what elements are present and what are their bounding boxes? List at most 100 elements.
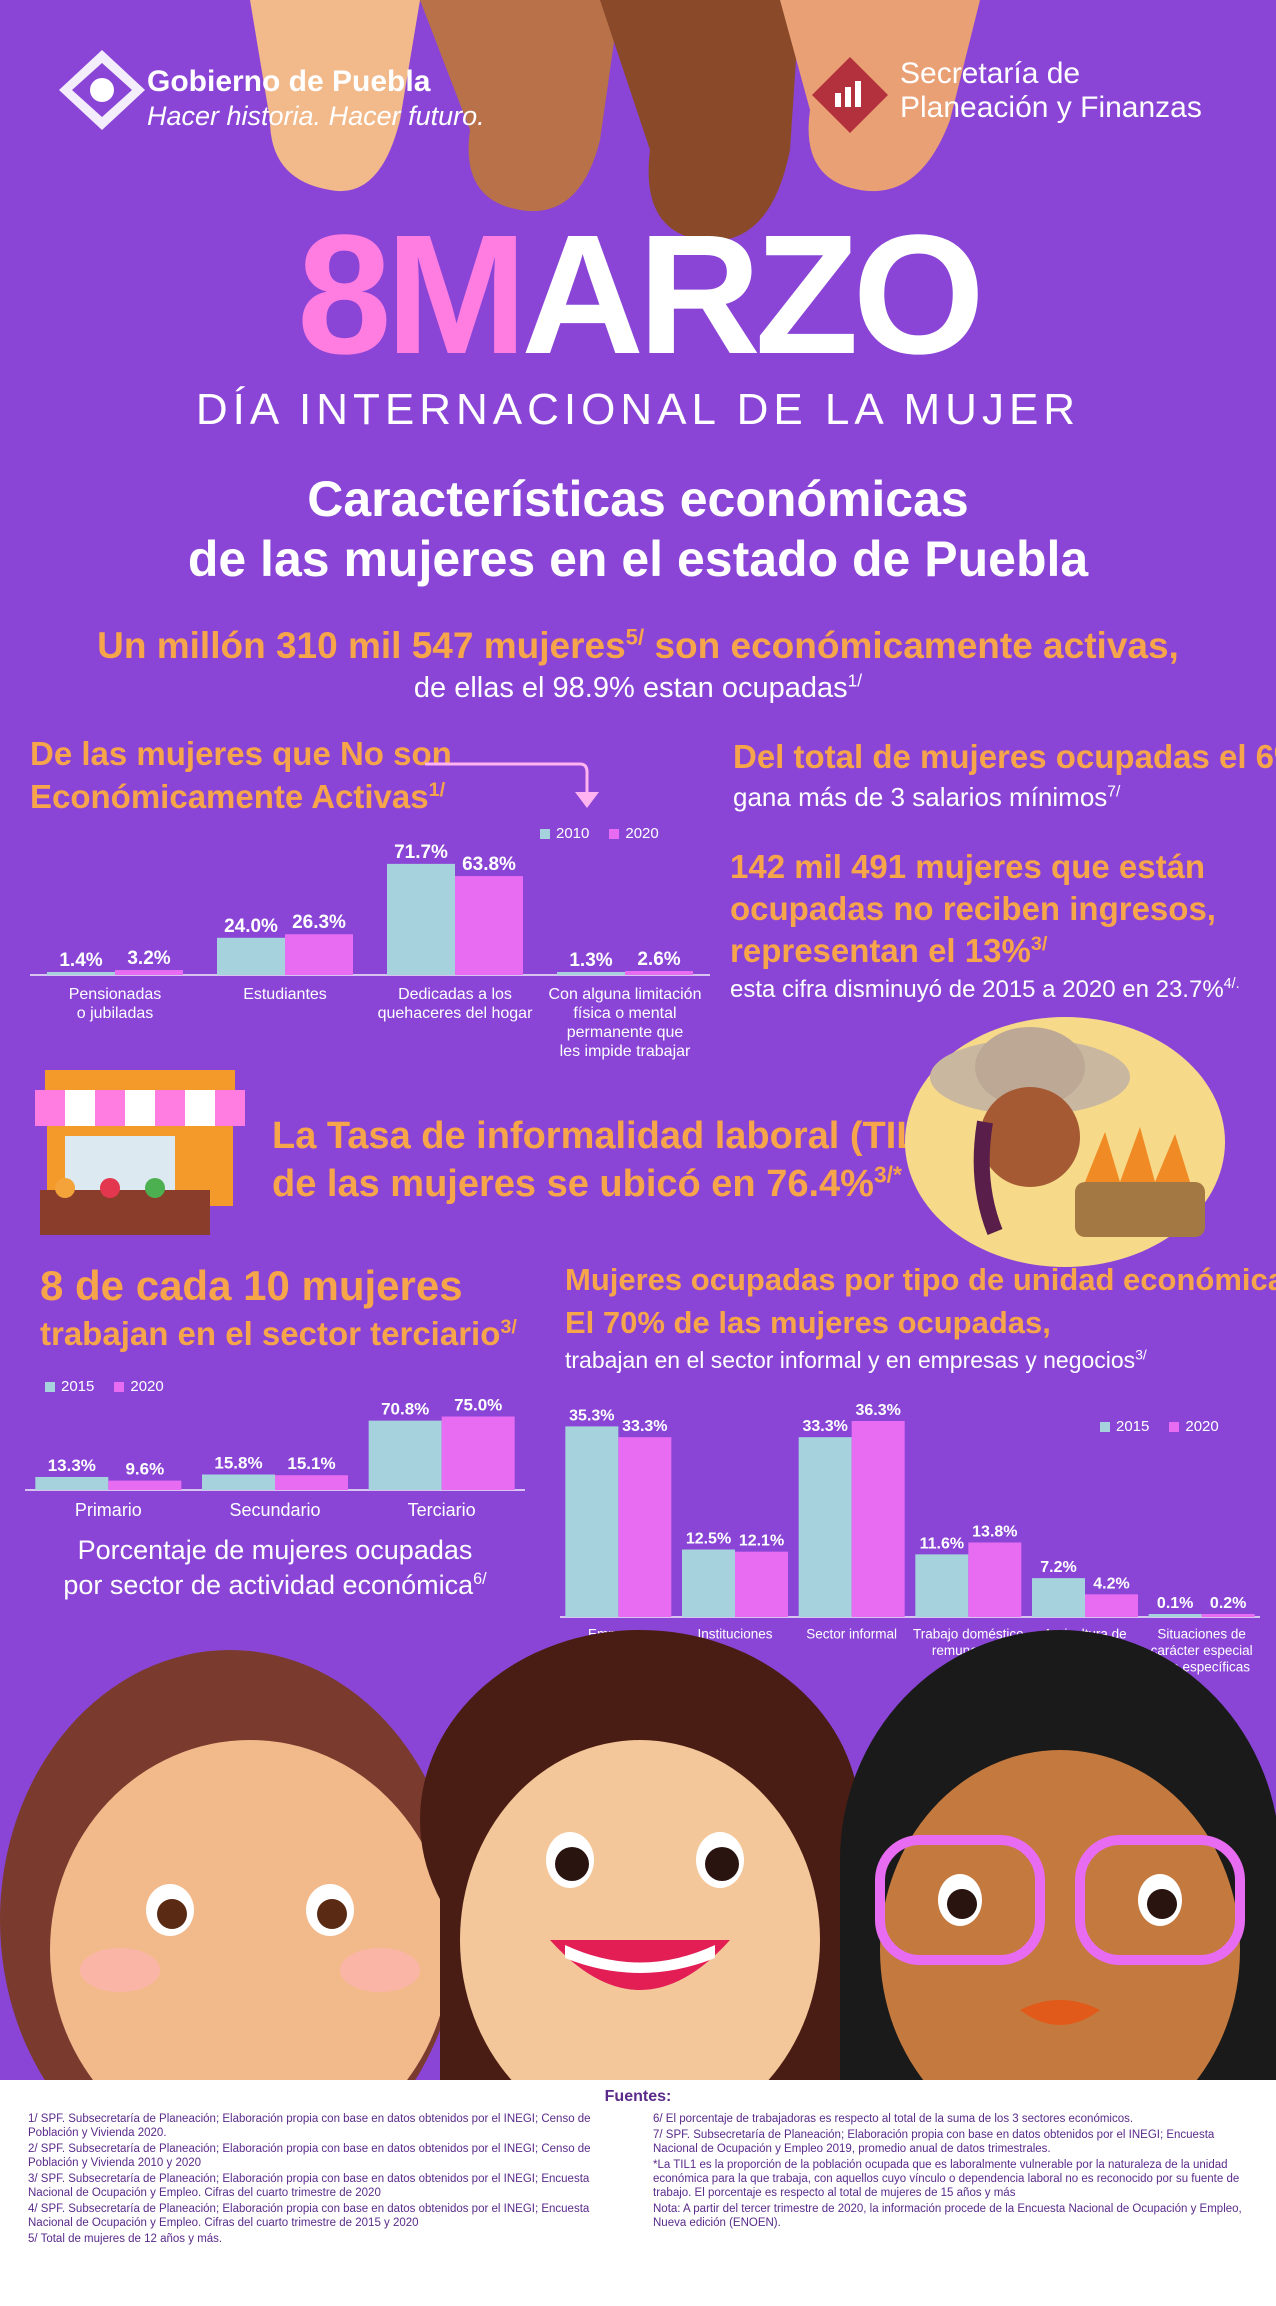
sector-title-sup: 3/ bbox=[500, 1316, 517, 1338]
hero-title-8: 8 bbox=[297, 200, 392, 390]
unit-legend: 2015 2020 bbox=[1100, 1418, 1219, 1435]
chart-data-label: 2.6% bbox=[637, 949, 680, 970]
finance-chart-icon bbox=[812, 57, 888, 133]
source-note: 4/ SPF. Subsecretaría de Planeación; Ela… bbox=[28, 2203, 590, 2229]
market-stall-illustration bbox=[35, 1070, 245, 1235]
chart-bar bbox=[115, 970, 183, 975]
chart-category-label: Situaciones de bbox=[1157, 1627, 1246, 1642]
chart-data-label: 33.3% bbox=[622, 1418, 667, 1435]
pnea-title-line2-text: Económicamente Activas bbox=[30, 778, 429, 815]
unit-legend-item-2015: 2015 bbox=[1100, 1418, 1149, 1435]
chart-bar bbox=[387, 863, 455, 975]
salary-sub-sup: 7/ bbox=[1107, 783, 1121, 801]
chart-bar bbox=[1201, 1614, 1255, 1617]
pnea-title-line1: De las mujeres que No son bbox=[30, 735, 452, 772]
chart-data-label: 1.4% bbox=[59, 950, 102, 971]
headline-main-text: Un millón 310 mil 547 mujeres bbox=[97, 625, 626, 666]
chart-bar bbox=[455, 876, 523, 975]
chart-data-label: 13.8% bbox=[972, 1523, 1017, 1540]
chart-category-label: o jubiladas bbox=[77, 1005, 154, 1022]
chart-bar bbox=[851, 1420, 905, 1617]
noincome-line2: ocupadas no reciben ingresos, bbox=[730, 890, 1216, 927]
pnea-title-sup: 1/ bbox=[428, 779, 446, 801]
chart-data-label: 13.3% bbox=[48, 1456, 96, 1475]
til-line2: de las mujeres se ubicó en 76.4%3/* bbox=[272, 1163, 902, 1206]
chart-data-label: 12.1% bbox=[739, 1533, 784, 1550]
sector-bar-chart: 13.3% 9.6% Primario 15.8% 15.1% Secundario 70.… bbox=[25, 1396, 525, 1520]
chart-category-label: permanente que bbox=[567, 1024, 684, 1041]
secretaria-line2: Planeación y Finanzas bbox=[900, 91, 1202, 124]
secretaria-line1: Secretaría de bbox=[900, 57, 1081, 90]
chart-category-label: Primario bbox=[75, 1500, 142, 1520]
chart-category-label: Terciario bbox=[408, 1500, 476, 1520]
chart-category-label: Dedicadas a los bbox=[398, 986, 512, 1003]
til-line2-text: de las mujeres se ubicó en 76.4% bbox=[272, 1163, 874, 1205]
noincome-line3-sup: 3/ bbox=[1030, 933, 1048, 955]
chart-bar bbox=[798, 1437, 852, 1617]
source-note: *La TIL1 es la proporción de la població… bbox=[653, 2159, 1240, 2199]
source-note: 6/ El porcentaje de trabajadoras es resp… bbox=[653, 2113, 1134, 2125]
chart-data-label: 7.2% bbox=[1040, 1559, 1076, 1576]
hero-title-m: M bbox=[385, 200, 528, 390]
chart-data-label: 3.2% bbox=[127, 948, 170, 969]
chart-category-label: les impide trabajar bbox=[560, 1043, 691, 1060]
headline-sub: de ellas el 98.9% estan ocupadas1/ bbox=[0, 672, 1276, 705]
main-title-line2: de las mujeres en el estado de Puebla bbox=[187, 531, 1089, 587]
sector-title-line2: trabajan en el sector terciario3/ bbox=[40, 1315, 517, 1353]
pnea-legend-item-2010: 2010 bbox=[540, 825, 589, 842]
chart-bar bbox=[202, 1474, 275, 1490]
chart-category-label: carácter especial bbox=[1151, 1643, 1253, 1658]
unit-title-line1: Mujeres ocupadas por tipo de unidad econ… bbox=[565, 1262, 1276, 1298]
chart-bar bbox=[47, 972, 115, 975]
pnea-legend: 2010 2020 bbox=[540, 825, 659, 842]
chart-data-label: 75.0% bbox=[454, 1396, 502, 1415]
sector-legend-item-2015: 2015 bbox=[45, 1378, 94, 1395]
chart-data-label: 11.6% bbox=[920, 1535, 964, 1552]
hero-title-rest: ARZO bbox=[521, 200, 985, 390]
chart-bar bbox=[35, 1476, 109, 1490]
chart-data-label: 12.5% bbox=[686, 1531, 731, 1548]
chart-bar bbox=[968, 1542, 1022, 1617]
secretaria-logo: Secretaría de Planeación y Finanzas bbox=[810, 55, 1260, 135]
sector-caption-sup: 6/ bbox=[473, 1570, 487, 1588]
source-note: 3/ SPF. Subsecretaría de Planeación; Ela… bbox=[28, 2173, 590, 2199]
sector-legend-label-2015: 2015 bbox=[61, 1378, 95, 1395]
chart-bar bbox=[108, 1480, 182, 1490]
chart-data-label: 9.6% bbox=[125, 1460, 164, 1479]
chart-bar bbox=[1085, 1594, 1138, 1617]
chart-bar bbox=[915, 1554, 969, 1617]
pnea-legend-label-2010: 2010 bbox=[556, 825, 590, 842]
source-note: 1/ SPF. Subsecretaría de Planeación; Ela… bbox=[28, 2113, 591, 2139]
headline-sub-text: de ellas el 98.9% estan ocupadas bbox=[413, 672, 848, 704]
unit-legend-item-2020: 2020 bbox=[1169, 1418, 1219, 1435]
hero-subtitle: DÍA INTERNACIONAL DE LA MUJER bbox=[195, 385, 1081, 434]
unit-legend-label-2015: 2015 bbox=[1116, 1418, 1150, 1435]
pnea-bar-chart: 1.4% 3.2% Pensionadas o jubiladas 24.0% 26.3%… bbox=[30, 842, 710, 1060]
chart-bar bbox=[557, 972, 625, 975]
unit-title-line2: El 70% de las mujeres ocupadas, bbox=[565, 1305, 1051, 1340]
noincome-sub-sup: 4/. bbox=[1223, 976, 1240, 992]
sector-legend-item-2020: 2020 bbox=[114, 1378, 164, 1395]
chart-category-label: Estudiantes bbox=[243, 986, 327, 1003]
gov-logo: Gobierno de Puebla Hacer historia. Hacer… bbox=[55, 45, 485, 135]
chart-bar bbox=[217, 937, 285, 975]
gov-slogan: Hacer historia. Hacer futuro. bbox=[147, 101, 485, 131]
chart-bar bbox=[618, 1437, 672, 1617]
chart-bar bbox=[625, 970, 693, 975]
chart-bar bbox=[735, 1551, 788, 1617]
chart-data-label: 1.3% bbox=[569, 950, 612, 971]
chart-data-label: 36.3% bbox=[855, 1402, 900, 1419]
til-line1: La Tasa de informalidad laboral (TIL1) bbox=[272, 1115, 954, 1157]
sector-title-line2-text: trabajan en el sector terciario bbox=[40, 1315, 501, 1352]
sector-legend-label-2020: 2020 bbox=[130, 1378, 164, 1395]
chart-bar bbox=[285, 934, 353, 975]
noincome-line1: 142 mil 491 mujeres que están bbox=[730, 848, 1206, 885]
noincome-line3: representan el 13%3/ bbox=[730, 932, 1047, 970]
unit-legend-label-2020: 2020 bbox=[1185, 1418, 1219, 1435]
pnea-title-line2: Económicamente Activas1/ bbox=[30, 778, 445, 816]
sector-legend: 2015 2020 bbox=[45, 1378, 164, 1395]
chart-category-label: Instituciones bbox=[697, 1627, 772, 1642]
pnea-legend-item-2020: 2020 bbox=[609, 825, 659, 842]
sources-right-column: 6/ El porcentaje de trabajadoras es resp… bbox=[653, 2112, 1248, 2248]
headline-main-end: son económicamente activas, bbox=[644, 625, 1179, 666]
